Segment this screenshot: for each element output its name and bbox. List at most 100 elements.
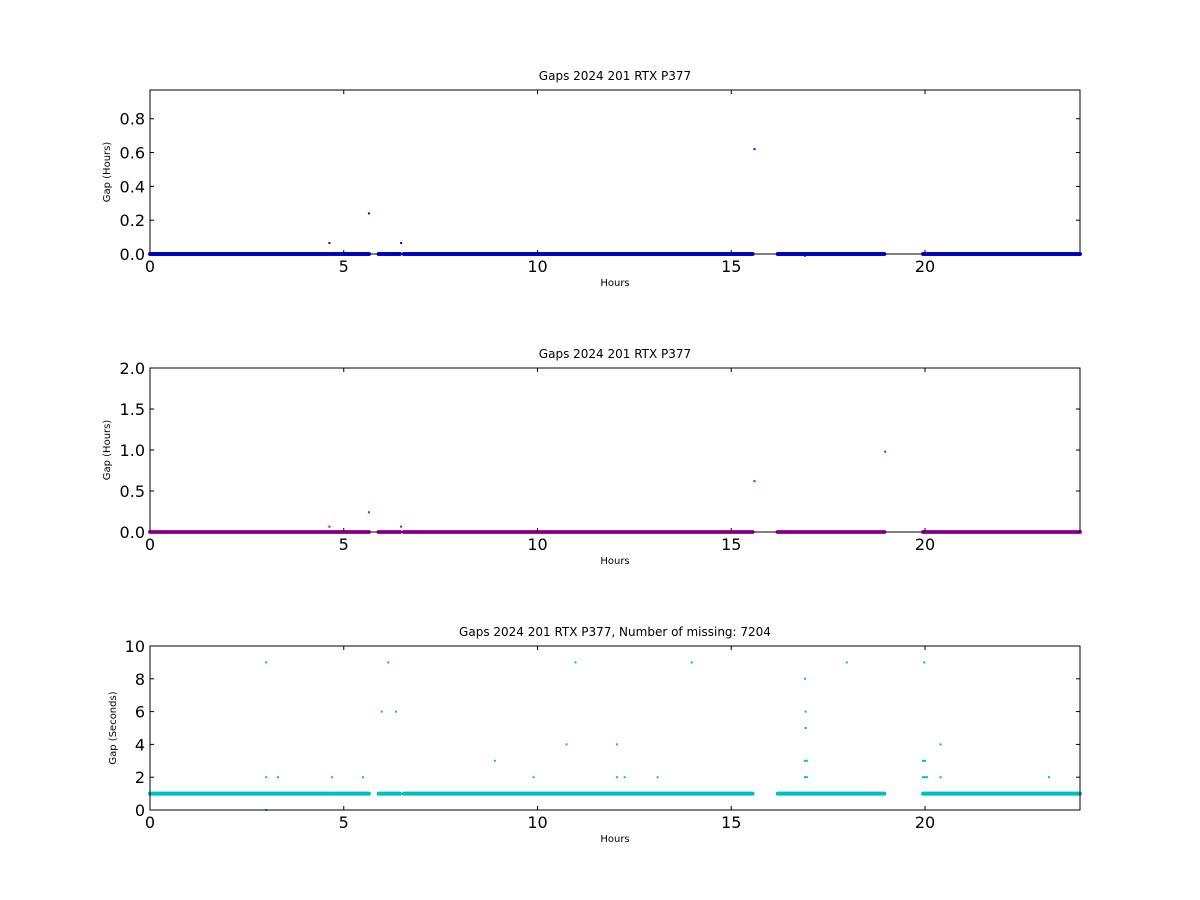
panel-1-data-point [367,212,370,215]
panel-3-xlabel: Hours [600,834,629,845]
panel-3-data-point [331,776,334,779]
panel-2-data-point [753,480,756,483]
panel-3-data-point [565,743,568,746]
panel-3-data-point [923,661,926,664]
panel-3-ylabel: Gap (Seconds) [108,691,119,764]
panel-2-ytick-label: 2.0 [120,359,145,378]
panel-3-data-point [362,776,365,779]
panel-2-xtick-label: 20 [915,535,935,554]
panel-2-xtick-label: 0 [145,535,155,554]
panel-2-yticks: 0.0 0.5 1.0 1.5 2.0 [120,359,1080,542]
panel-3-data-point [805,759,808,762]
panel-3-ytick-label: 6 [135,703,145,722]
panel-3-data-point [656,776,659,779]
panel-1-xticks: 0 5 10 15 20 [145,90,935,276]
panel-3-xtick-label: 20 [915,813,935,832]
panel-3-data-point [532,776,535,779]
panel-1: Gaps 2024 201 RTX P377 Gap (Hours) Hours… [102,69,1082,289]
panel-2-ytick-label: 0.0 [120,523,145,542]
panel-3-data-point [1048,776,1050,779]
panel-2-data-point [367,511,370,514]
panel-2-xlabel: Hours [600,556,629,567]
panel-1-xtick-label: 0 [145,257,155,276]
panel-3-data-point [922,776,925,779]
panel-2-data-point [328,525,331,528]
panel-3-data-point [924,776,926,779]
panel-2-title: Gaps 2024 201 RTX P377 [539,347,691,361]
panel-3-frame [149,645,1081,811]
panel-2: Gaps 2024 201 RTX P377 Gap (Hours) Hours… [102,347,1082,567]
panel-3-ytick-label: 0 [135,801,145,820]
panel-3-xtick-label: 10 [527,813,547,832]
panel-3-ytick-label: 10 [125,637,145,656]
panel-2-frame [149,367,1081,533]
panel-1-data-point [803,254,806,257]
panel-1-ytick-label: 0.6 [120,144,145,163]
panel-2-ytick-label: 1.0 [120,441,145,460]
panel-3-data-point [845,661,848,664]
panel-3-data-point [803,776,806,779]
panel-3-data-point [804,710,807,713]
panel-3: Gaps 2024 201 RTX P377, Number of missin… [108,625,1082,845]
panel-3-data-point [804,727,807,729]
panel-2-xtick-label: 15 [721,535,741,554]
panel-1-xtick-label: 15 [721,257,741,276]
panel-2-xtick-label: 5 [339,535,349,554]
panel-1-data-point [753,148,756,151]
panel-2-ytick-label: 1.5 [120,400,145,419]
panel-3-xtick-label: 15 [721,813,741,832]
panel-2-ylabel: Gap (Hours) [102,420,113,481]
panel-2-xtick-label: 10 [527,535,547,554]
panel-3-data-point [380,710,383,713]
panel-3-data-point [623,776,626,779]
panel-1-yticks: 0.0 0.2 0.4 0.6 0.8 [120,110,1080,264]
panel-1-ytick-label: 0.0 [120,245,145,264]
panel-3-title: Gaps 2024 201 RTX P377, Number of missin… [459,625,771,639]
panel-3-data-point [939,743,942,746]
panel-3-data-point [387,661,390,664]
panel-3-data-point [276,776,279,779]
panel-1-xtick-label: 20 [915,257,935,276]
panel-1-ytick-label: 0.2 [120,211,145,230]
panel-1-data-point [328,242,331,245]
panel-1-frame [149,89,1081,255]
panel-3-data-point [803,759,806,762]
panel-1-ylabel: Gap (Hours) [102,142,113,203]
panel-1-ytick-label: 0.8 [120,110,145,129]
panel-3-xtick-label: 0 [145,813,155,832]
panel-1-xtick-label: 10 [527,257,547,276]
panel-1-xtick-label: 5 [339,257,349,276]
panel-3-xticks: 0 5 10 15 20 [145,646,935,832]
panel-3-data-point [805,776,808,779]
panel-3-ytick-label: 4 [135,735,145,754]
panel-3-data-point [493,759,496,762]
panel-1-marks [148,148,1082,257]
panel-3-data-point [574,661,577,664]
panel-3-ytick-label: 2 [135,768,145,787]
panel-3-marks [148,661,1082,811]
panel-3-data-point [265,776,268,779]
panel-2-marks [148,450,1082,534]
panel-2-ytick-label: 0.5 [120,482,145,501]
panel-1-data-point [400,242,403,245]
panel-3-data-point [615,776,618,779]
panel-3-data-point [395,710,398,713]
panel-3-data-point [924,759,926,762]
panel-2-xticks: 0 5 10 15 20 [145,368,935,554]
panel-3-xtick-label: 5 [339,813,349,832]
panel-3-data-point [265,661,268,664]
panel-3-yticks: 0 2 4 6 8 10 [125,637,1080,820]
panel-2-data-point [400,525,403,528]
panel-3-data-point [939,776,942,779]
panel-1-ytick-label: 0.4 [120,177,145,196]
panel-3-ytick-label: 8 [135,670,145,689]
panel-1-title: Gaps 2024 201 RTX P377 [539,69,691,83]
panel-2-data-point [884,450,887,453]
panel-3-data-point [803,677,806,680]
panel-1-xlabel: Hours [600,278,629,289]
panel-3-data-point [615,743,618,746]
panel-3-data-point [925,776,928,779]
panel-3-data-point [690,661,693,664]
panel-3-data-point [922,759,925,762]
